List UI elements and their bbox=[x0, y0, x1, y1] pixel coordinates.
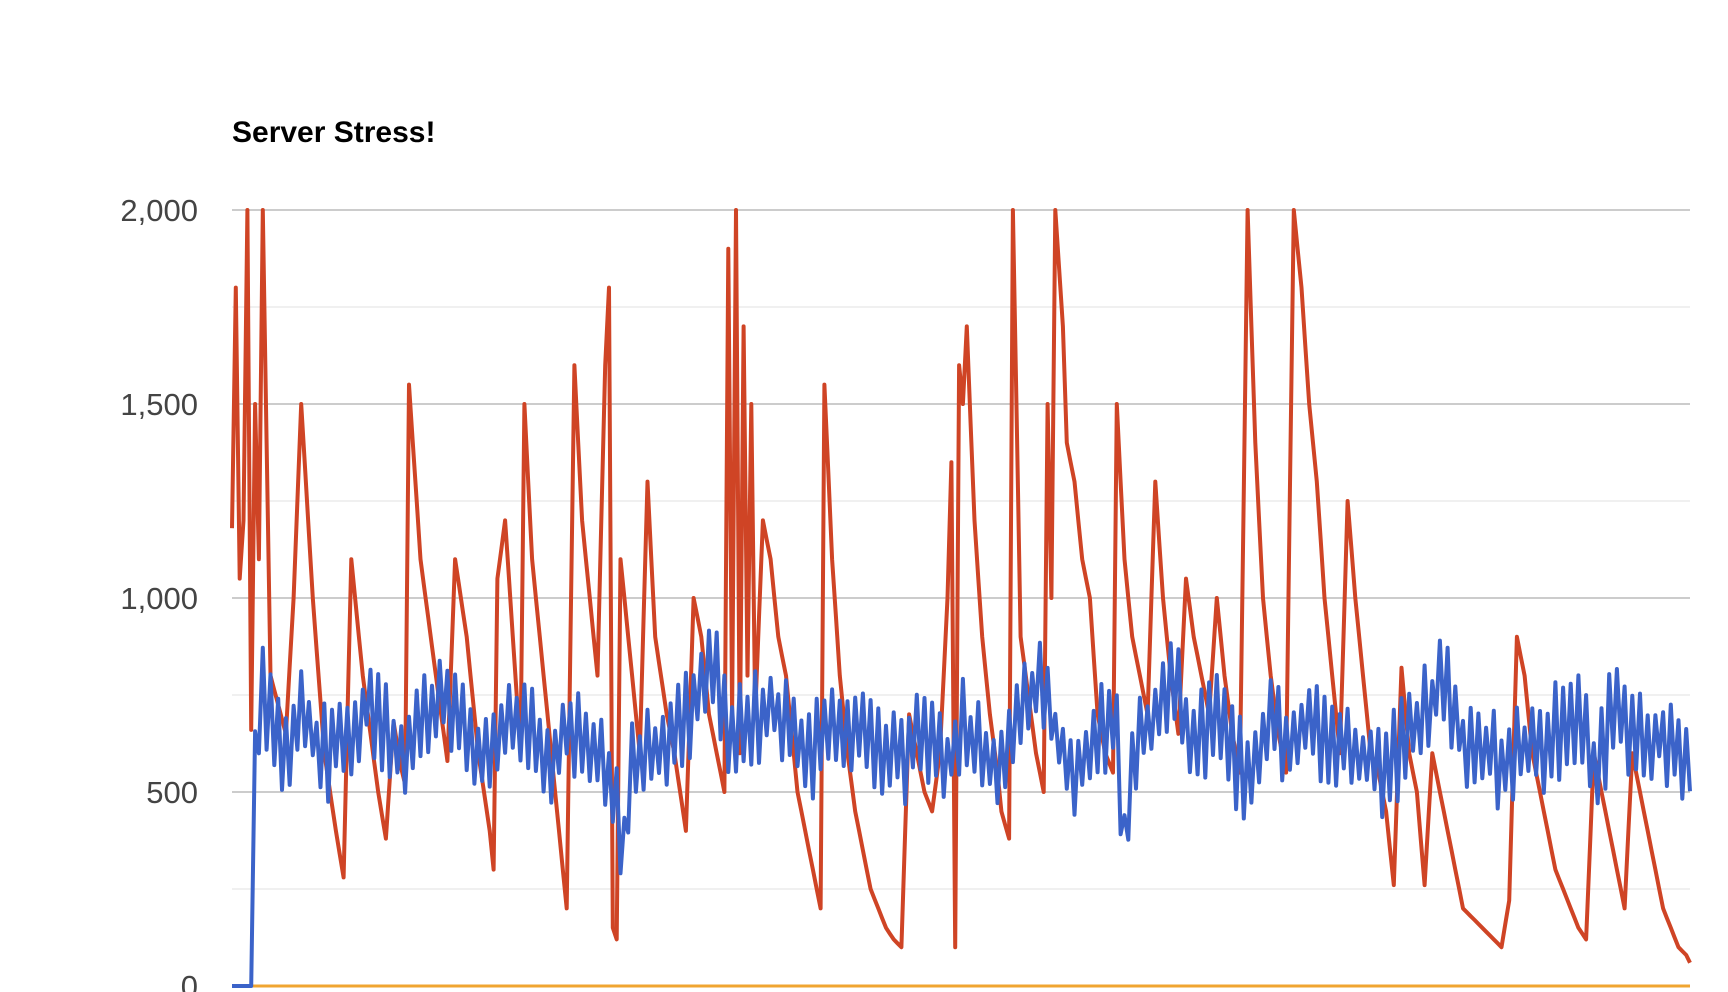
chart-title: Server Stress! bbox=[232, 116, 436, 149]
series-lines bbox=[230, 208, 1692, 988]
series-line-1 bbox=[232, 628, 1692, 988]
y-tick-label: 1,000 bbox=[120, 581, 198, 616]
y-tick-label: 2,000 bbox=[120, 193, 198, 228]
y-tick-label: 0 bbox=[181, 969, 198, 992]
series-line-2 bbox=[230, 208, 1692, 964]
y-tick-label: 500 bbox=[146, 775, 198, 810]
y-tick-label: 1,500 bbox=[120, 387, 198, 422]
y-axis-labels: 0 500 1,000 1,500 2,000 bbox=[120, 193, 198, 992]
grid-lines bbox=[232, 209, 1690, 987]
